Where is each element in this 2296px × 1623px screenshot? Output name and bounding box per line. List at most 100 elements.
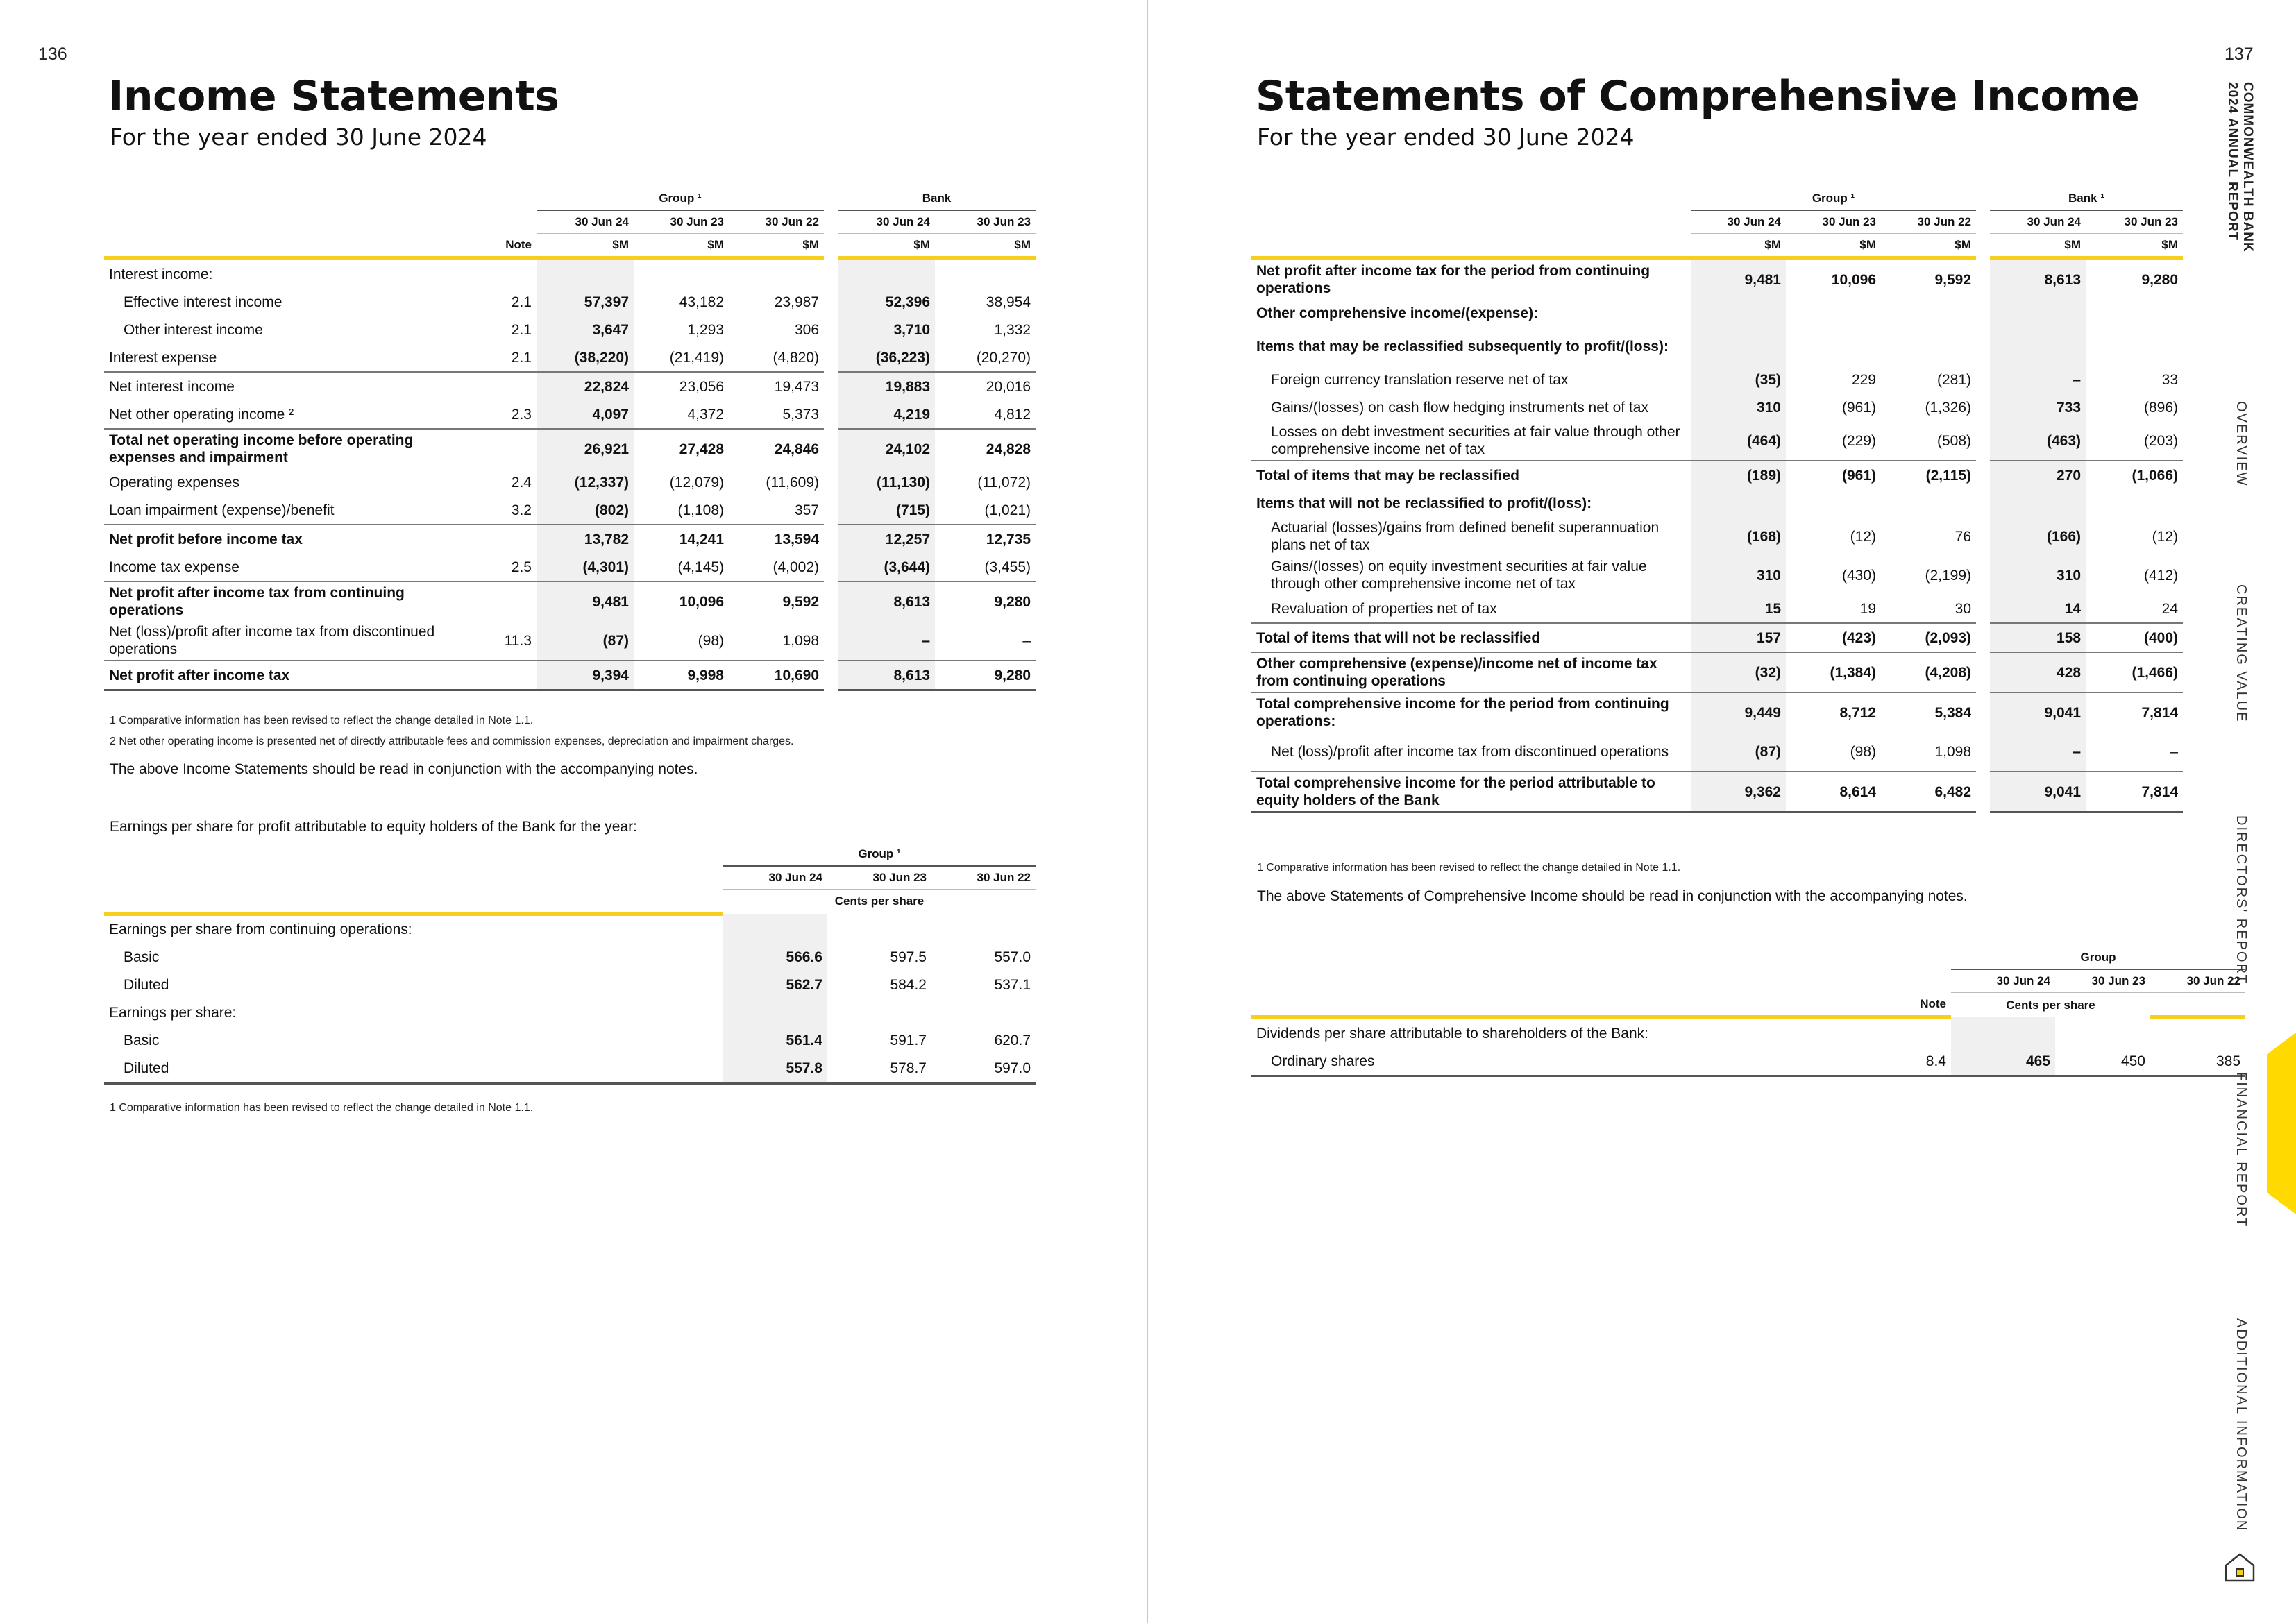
column-gap — [1976, 210, 1990, 234]
row-value: (715) — [838, 496, 936, 525]
nav-overview[interactable]: OVERVIEW — [2234, 401, 2249, 487]
row-value: (98) — [1850, 743, 1876, 760]
nav-directors-report[interactable]: DIRECTORS' REPORT — [2234, 815, 2249, 985]
row-label: Basic — [124, 1033, 160, 1048]
row-value: 9,280 — [935, 660, 1036, 691]
eps-row: Diluted 557.8 578.7 597.0 — [104, 1054, 1036, 1085]
row-note — [481, 258, 537, 288]
row-value: 157 — [1691, 622, 1786, 652]
column-gap — [824, 621, 838, 661]
left-read-note: The above Income Statements should be re… — [110, 761, 698, 777]
column-gap — [1976, 258, 1990, 299]
table-row: Net interest income 22,824 23,056 19,473 19,… — [104, 371, 1036, 400]
column-date: 30 Jun 24 — [1691, 210, 1786, 234]
row-value — [2086, 299, 2183, 327]
eps-date-row: 30 Jun 24 30 Jun 23 30 Jun 22 — [104, 866, 1036, 890]
row-value: (20,270) — [976, 349, 1031, 366]
nav-additional-information[interactable]: ADDITIONAL INFORMATION — [2234, 1318, 2249, 1532]
row-label: Dividends per share attributable to shar… — [1256, 1025, 1649, 1042]
column-gap — [1976, 772, 1990, 813]
table-row: Total of items that may be reclassified(… — [1251, 460, 2184, 489]
row-value — [2086, 489, 2183, 517]
column-gap — [1976, 299, 1990, 327]
row-value: 12,735 — [935, 524, 1036, 553]
row-label: Losses on debt investment securities at … — [1271, 424, 1680, 457]
row-value: – — [838, 621, 936, 661]
page-divider — [1147, 0, 1148, 1623]
row-value: (11,609) — [766, 474, 820, 491]
row-value: 9,481 — [1691, 258, 1786, 299]
page-number-right: 137 — [2225, 44, 2254, 64]
row-value: 13,594 — [729, 524, 825, 553]
row-value: 270 — [1990, 460, 2086, 489]
row-label: Total of items that will not be reclassi… — [1251, 622, 1691, 652]
row-value: (4,301) — [537, 553, 634, 581]
row-value: 20,016 — [935, 371, 1036, 400]
column-gap — [824, 210, 838, 234]
row-value — [1691, 327, 1786, 366]
header-spacer — [104, 233, 481, 260]
row-value: 38,954 — [986, 294, 1031, 310]
row-value: 9,394 — [537, 660, 634, 691]
row-value: 23,987 — [774, 294, 820, 310]
row-note: 2.1 — [511, 294, 532, 310]
row-value: – — [1990, 366, 2086, 393]
row-value: 10,096 — [1831, 271, 1876, 288]
right-footnote: 1 Comparative information has been revis… — [1257, 862, 1681, 874]
column-gap — [1976, 623, 1990, 652]
row-value: 7,814 — [2086, 692, 2184, 732]
column-date: 30 Jun 22 — [931, 866, 1036, 890]
row-label: Net (loss)/profit after income tax from … — [1271, 743, 1669, 760]
row-label: Actuarial (losses)/gains from defined be… — [1271, 520, 1660, 553]
div-group-row: Group — [1251, 946, 2246, 970]
row-value — [723, 913, 827, 944]
income-statement-table: Group ¹ Bank 30 Jun 24 30 Jun 23 30 Jun 22 30… — [104, 187, 1036, 691]
row-value: 13,782 — [537, 524, 634, 553]
left-footnote-2: 2 Net other operating income is presente… — [110, 736, 794, 747]
div-unit-row: Note Cents per share — [1251, 992, 2246, 1019]
column-unit: $M — [935, 233, 1036, 260]
row-label: Net (loss)/profit after income tax from … — [109, 624, 435, 657]
column-date: 30 Jun 23 — [1786, 210, 1881, 234]
column-gap — [1976, 187, 1990, 210]
table-row: Total of items that will not be reclassi… — [1251, 622, 2184, 652]
row-value: 597.0 — [931, 1054, 1036, 1085]
row-value: 306 — [794, 321, 820, 338]
table-row: Income tax expense 2.5 (4,301) (4,145) (4,00… — [104, 553, 1036, 581]
row-value: (961) — [1786, 460, 1881, 489]
table-row: Net profit after income tax for the peri… — [1251, 258, 2183, 299]
row-note — [481, 524, 537, 553]
column-gap — [824, 496, 838, 525]
table-row: Other comprehensive (expense)/income net… — [1251, 652, 2184, 692]
div-date-row: 30 Jun 24 30 Jun 23 30 Jun 22 — [1251, 969, 2246, 993]
row-value: 537.1 — [994, 977, 1031, 993]
div-row: Ordinary shares 8.4 465 450 385 — [1251, 1047, 2246, 1077]
comprehensive-income-table: Group ¹ Bank ¹ 30 Jun 24 30 Jun 23 30 Jun 22… — [1251, 187, 2184, 813]
row-value — [537, 258, 634, 288]
eps-intro: Earnings per share for profit attributab… — [110, 819, 637, 835]
column-date: 30 Jun 24 — [537, 210, 634, 234]
home-icon[interactable] — [2223, 1550, 2256, 1583]
row-value — [931, 999, 1036, 1027]
column-gap — [824, 661, 838, 690]
row-note — [481, 660, 537, 691]
nav-creating-value[interactable]: CREATING VALUE — [2234, 584, 2249, 723]
table-row: Interest expense 2.1 (38,220) (21,419) (4,82… — [104, 343, 1036, 372]
row-value: 357 — [794, 502, 820, 518]
row-value — [827, 914, 931, 944]
nav-financial-report[interactable]: FINANCIAL REPORT — [2234, 1072, 2249, 1228]
row-value — [2150, 1017, 2245, 1047]
row-value: 9,449 — [1691, 692, 1786, 732]
table-row: Operating expenses 2.4 (12,337) (12,079) (11… — [104, 468, 1036, 496]
row-value: (2,093) — [1881, 622, 1977, 652]
column-unit: $M — [1990, 233, 2086, 260]
header-spacer — [1251, 233, 1691, 260]
row-value: 8,613 — [1990, 258, 2086, 299]
column-unit: $M — [1691, 233, 1786, 260]
row-value: (35) — [1691, 366, 1786, 393]
row-value: 578.7 — [827, 1054, 931, 1085]
row-value — [931, 914, 1036, 944]
column-unit: $M — [838, 233, 936, 260]
row-value — [723, 999, 827, 1027]
column-gap — [824, 372, 838, 400]
